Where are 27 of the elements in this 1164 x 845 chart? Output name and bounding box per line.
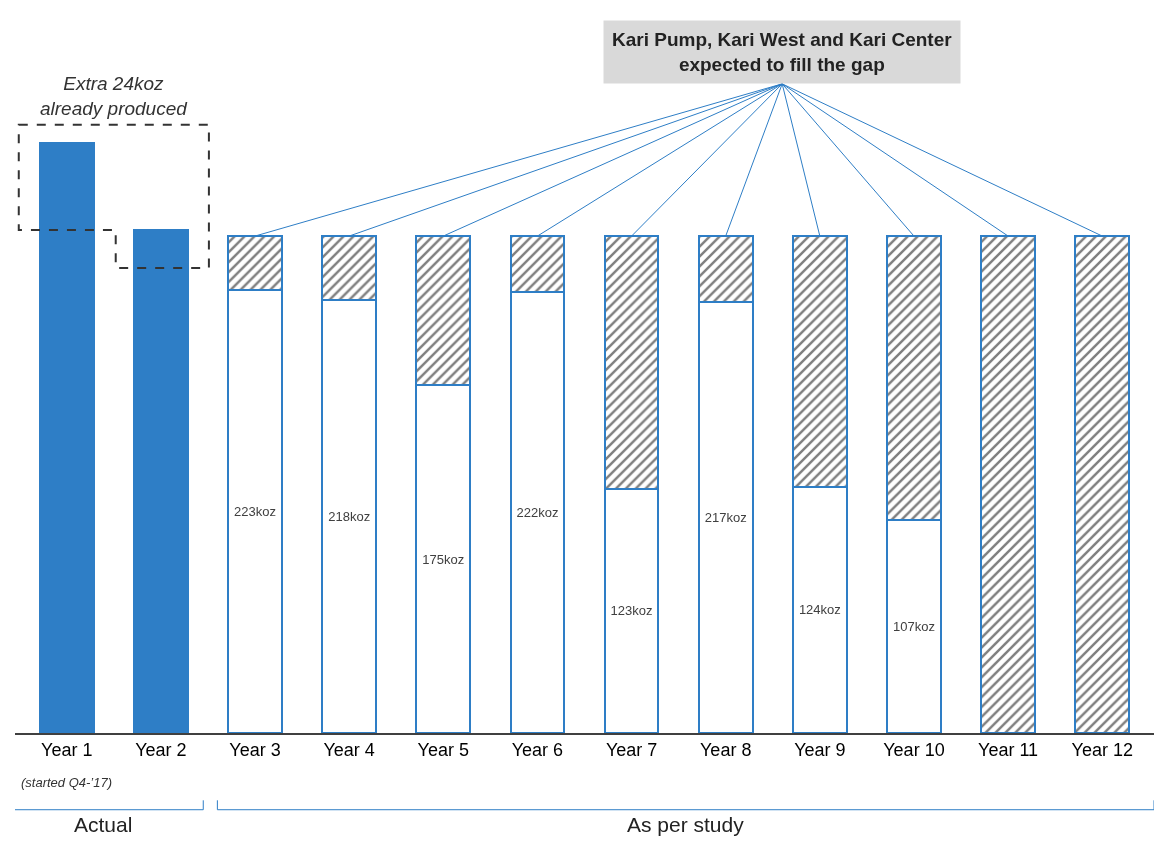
x-tick-label: Year 3	[229, 740, 281, 761]
data-label: 223koz	[234, 503, 276, 519]
x-tick-label: Year 5	[417, 740, 469, 761]
data-label: 218koz	[328, 508, 371, 524]
x-tick-label: Year 1	[41, 740, 93, 761]
x-tick-label: Year 2	[135, 740, 187, 761]
text: As per study	[627, 813, 745, 836]
bar	[38, 141, 95, 733]
bar	[133, 229, 189, 733]
x-tick-label: Year 9	[794, 740, 846, 761]
text: Kari Pump, Kari West and Kari Center expected to fill the gap	[612, 29, 953, 75]
x-tick-label: Year 11	[978, 740, 1039, 761]
data-label: 124koz	[798, 602, 841, 618]
data-label: 107koz	[893, 619, 935, 635]
x-tick-label: Year 12	[1071, 740, 1133, 761]
text: Actual	[74, 813, 133, 836]
data-label: 217koz	[704, 509, 747, 525]
data-label: 175koz	[422, 551, 465, 567]
x-tick-label: Year 10	[883, 740, 945, 761]
data-label: 222koz	[516, 504, 559, 520]
data-label: 123koz	[610, 603, 653, 619]
x-tick-label: Year 8	[700, 740, 752, 761]
text: Extra 24koz already produced	[40, 73, 189, 119]
x-tick-label: Year 7	[605, 740, 658, 761]
text: (started Q4-’17)	[21, 775, 113, 790]
x-tick-label: Year 4	[323, 740, 375, 761]
x-tick-label: Year 6	[511, 740, 564, 761]
